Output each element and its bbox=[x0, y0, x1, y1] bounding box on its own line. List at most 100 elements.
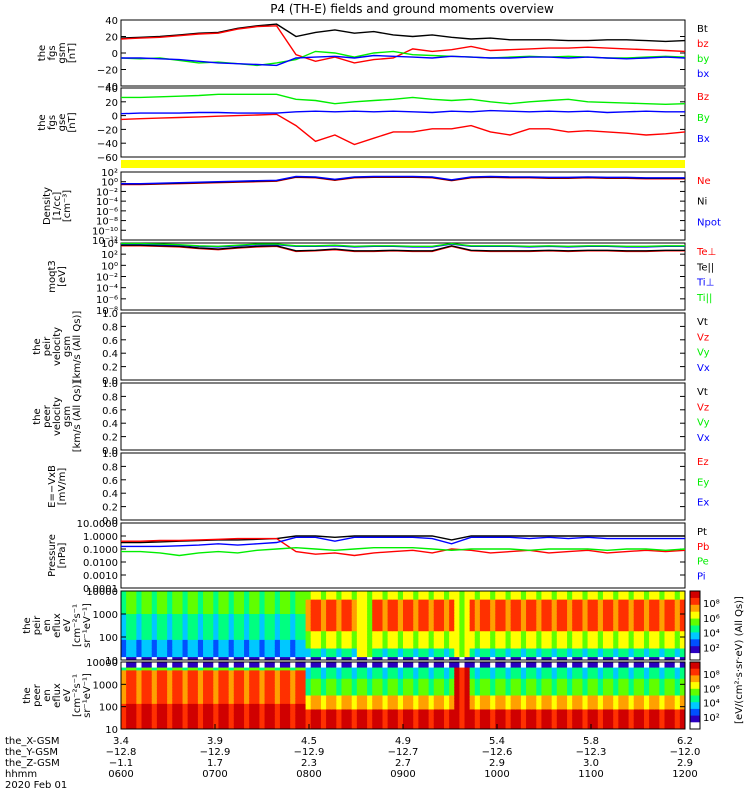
spectrogram-cell bbox=[567, 628, 573, 631]
spectrogram-cell bbox=[541, 646, 547, 649]
spectrogram-cell bbox=[485, 643, 491, 646]
spectrogram-cell bbox=[290, 608, 296, 611]
spectrogram-cell bbox=[198, 640, 204, 643]
spectrogram-cell bbox=[429, 620, 435, 623]
spectrogram-cell bbox=[434, 600, 440, 603]
spectrogram-cell bbox=[300, 637, 306, 640]
spectrogram-cell bbox=[470, 597, 476, 600]
spectrogram-cell bbox=[470, 617, 476, 620]
spectrogram-cell bbox=[234, 591, 240, 594]
spectrogram-cell bbox=[295, 654, 301, 657]
spectrogram-cell bbox=[418, 620, 424, 623]
y-tick-label: 0.2 bbox=[102, 363, 118, 374]
spectrogram-cell bbox=[424, 637, 430, 640]
spectrogram-cell bbox=[367, 651, 373, 654]
spectrogram-cell bbox=[649, 637, 655, 640]
spectrogram-cell bbox=[382, 640, 388, 643]
spectrogram-cell bbox=[424, 614, 430, 617]
spectrogram-cell bbox=[557, 605, 563, 608]
spectrogram-cell bbox=[577, 640, 583, 643]
spectrogram-cell bbox=[121, 594, 127, 597]
spectrogram-cell bbox=[183, 646, 189, 649]
spectrogram-cell bbox=[347, 608, 353, 611]
spectrogram-cell bbox=[393, 600, 399, 603]
spectrogram-cell bbox=[506, 620, 512, 623]
spectrogram-cell bbox=[582, 643, 588, 646]
spectrogram-cell bbox=[593, 594, 599, 597]
spectrogram-cell bbox=[598, 597, 604, 600]
spectrogram-cell bbox=[413, 594, 419, 597]
spectrogram-cell bbox=[265, 626, 271, 629]
spectrogram-cell bbox=[536, 620, 542, 623]
spectrogram-cell bbox=[634, 646, 640, 649]
spectrogram-cell bbox=[454, 640, 460, 643]
spectrogram-cell bbox=[321, 605, 327, 608]
spectrogram-cell bbox=[608, 640, 614, 643]
spectrogram-cell bbox=[582, 640, 588, 643]
spectrogram-cell bbox=[593, 628, 599, 631]
spectrogram-cell bbox=[541, 623, 547, 626]
spectrogram-cell bbox=[152, 611, 158, 614]
spectrogram-cell bbox=[475, 631, 481, 634]
spectrogram-cell bbox=[352, 605, 358, 608]
spectrogram-cell bbox=[382, 611, 388, 614]
spectrogram-cell bbox=[500, 611, 506, 614]
spectrogram-cell bbox=[172, 631, 178, 634]
spectrogram-cell bbox=[142, 623, 148, 626]
spectrogram-cell bbox=[265, 614, 271, 617]
spectrogram-cell bbox=[408, 597, 414, 600]
spectrogram-cell bbox=[183, 608, 189, 611]
spectrogram-cell bbox=[434, 605, 440, 608]
spectrogram-cell bbox=[270, 637, 276, 640]
spectrogram-cell bbox=[203, 628, 209, 631]
spectrogram-cell bbox=[326, 643, 332, 646]
spectrogram-cell bbox=[126, 600, 132, 603]
spectrogram-cell bbox=[562, 620, 568, 623]
spectrogram-cell bbox=[162, 623, 168, 626]
spectrogram-cell bbox=[418, 649, 424, 652]
spectrogram-cell bbox=[162, 620, 168, 623]
spectrogram-cell bbox=[357, 654, 363, 657]
spectrogram-cell bbox=[377, 640, 383, 643]
spectrogram-cell bbox=[131, 623, 137, 626]
spectrogram-cell bbox=[480, 651, 486, 654]
spectrogram-cell bbox=[444, 620, 450, 623]
y-tick-label: 0.8 bbox=[102, 392, 118, 403]
spectrogram-cell bbox=[470, 605, 476, 608]
spectrogram-cell bbox=[567, 640, 573, 643]
spectrogram-cell bbox=[485, 608, 491, 611]
spectrogram-cell bbox=[670, 600, 676, 603]
panel-peir_velocity: 1.00.80.60.40.20.0thepeirvelocitygsm[km/… bbox=[32, 309, 710, 387]
spectrogram-cell bbox=[531, 640, 537, 643]
spectrogram-cell bbox=[531, 614, 537, 617]
spectrogram-cell bbox=[142, 597, 148, 600]
spectrogram-cell bbox=[644, 623, 650, 626]
spectrogram-cell bbox=[552, 611, 558, 614]
spectrogram-cell bbox=[572, 651, 578, 654]
spectrogram-cell bbox=[654, 623, 660, 626]
spectrogram-cell bbox=[454, 628, 460, 631]
spectrogram-cell bbox=[531, 603, 537, 606]
y-tick-label: 10.0000 bbox=[77, 519, 118, 530]
spectrogram-cell bbox=[644, 617, 650, 620]
spectrogram-cell bbox=[377, 654, 383, 657]
spectrogram-cell bbox=[285, 640, 291, 643]
spectrogram-cell bbox=[465, 631, 471, 634]
y-tick-label: 10⁻² bbox=[96, 273, 118, 284]
spectrogram-cell bbox=[536, 608, 542, 611]
spectrogram-cell bbox=[500, 646, 506, 649]
spectrogram-cell bbox=[300, 605, 306, 608]
spectrogram-cell bbox=[249, 611, 255, 614]
spectrogram-cell bbox=[367, 614, 373, 617]
spectrogram-cell bbox=[490, 594, 496, 597]
spectrogram-cell bbox=[649, 603, 655, 606]
spectrogram-cell bbox=[285, 646, 291, 649]
spectrogram-cell bbox=[321, 651, 327, 654]
spectrogram-cell bbox=[608, 605, 614, 608]
spectrogram-cell bbox=[531, 620, 537, 623]
spectrogram-cell bbox=[208, 605, 214, 608]
spectrogram-cell bbox=[183, 643, 189, 646]
spectrogram-cell bbox=[500, 614, 506, 617]
spectrogram-cell bbox=[259, 651, 265, 654]
spectrogram-cell bbox=[213, 603, 219, 606]
